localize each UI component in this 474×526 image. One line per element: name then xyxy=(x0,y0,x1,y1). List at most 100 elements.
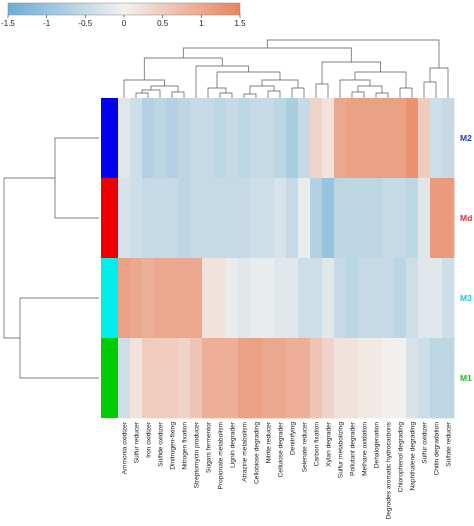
heatmap-cell xyxy=(322,98,335,179)
dendrogram-branch xyxy=(143,57,223,80)
heatmap-cell xyxy=(346,98,359,179)
heatmap-cell xyxy=(154,338,167,419)
dendrogram-branch xyxy=(243,93,257,98)
heatmap-cell xyxy=(370,338,383,419)
heatmap-cell xyxy=(214,258,227,339)
heatmap-cell xyxy=(190,98,203,179)
heatmap-cell xyxy=(334,98,347,179)
column-label: Sugars fermentor xyxy=(205,421,212,473)
heatmap-cell xyxy=(202,98,215,179)
column-label: Methane oxidation xyxy=(361,422,368,476)
colorbar-tick-label: -0.5 xyxy=(78,19,92,28)
heatmap-cell xyxy=(154,178,167,259)
dendrogram-branch xyxy=(339,79,371,98)
heatmap-cell xyxy=(262,338,275,419)
dendrogram-branch xyxy=(141,89,161,98)
dendrogram-branch xyxy=(182,47,352,62)
dendrogram-branch xyxy=(267,90,281,98)
heatmap-cell xyxy=(274,178,287,259)
column-label: Sulfur oxidizer xyxy=(421,421,428,464)
heatmap-cell xyxy=(358,98,371,179)
dendrogram-branch xyxy=(266,39,440,68)
heatmap-cell xyxy=(202,338,215,419)
dendrogram-branch xyxy=(123,79,165,98)
heatmap-cell xyxy=(178,338,191,419)
column-label: Nitrogen fixation xyxy=(181,422,188,470)
column-dendrogram xyxy=(123,39,449,98)
heatmap-cell xyxy=(310,338,323,419)
heatmap-cell xyxy=(214,178,227,259)
column-label: Nitrite reducer xyxy=(265,421,272,463)
heatmap-cell xyxy=(262,178,275,259)
heatmap-cell xyxy=(286,178,299,259)
heatmap-cell xyxy=(130,178,143,259)
heatmap-cell xyxy=(334,178,347,259)
column-label: Dinitrogen-fixing xyxy=(169,422,176,470)
heatmap-cell xyxy=(382,178,395,259)
heatmap-cell xyxy=(298,338,311,419)
colorbar-tick-label: 0 xyxy=(122,19,127,28)
heatmap-cell xyxy=(250,98,263,179)
dendrogram-branch xyxy=(54,137,99,219)
dendrogram-branch xyxy=(321,61,381,84)
row-label: M1 xyxy=(460,373,472,383)
dendrogram-branch xyxy=(429,67,449,98)
heatmap-cell xyxy=(430,338,443,419)
column-label: Chlorophenol degrading xyxy=(397,422,404,493)
heatmap-cell xyxy=(250,338,263,419)
heatmap-cell xyxy=(190,338,203,419)
heatmap-cell xyxy=(274,98,287,179)
heatmap-cell xyxy=(166,98,179,179)
heatmap-cell xyxy=(370,178,383,259)
heatmap-cell xyxy=(286,258,299,339)
heatmap-cell xyxy=(430,98,443,179)
heatmap-cell xyxy=(418,258,431,339)
column-label: Selenate reducer xyxy=(301,421,308,472)
heatmap-cell xyxy=(238,178,251,259)
heatmap-cell xyxy=(226,338,239,419)
heatmap-cell xyxy=(382,338,395,419)
column-label: Denitrifying xyxy=(289,422,296,455)
heatmap-cell xyxy=(442,338,455,419)
heatmap-cell xyxy=(214,98,227,179)
heatmap-cell xyxy=(322,258,335,339)
heatmap-cell xyxy=(370,258,383,339)
column-label: Pollutant degrader xyxy=(349,421,356,476)
heatmap-cell xyxy=(394,338,407,419)
colorbar-gradient xyxy=(7,2,241,16)
heatmap-cell xyxy=(322,338,335,419)
column-label: Dehalogenation xyxy=(373,422,380,469)
row-label: Md xyxy=(460,213,472,223)
heatmap-cell xyxy=(154,258,167,339)
row-label: M3 xyxy=(460,293,472,303)
heatmap-cell xyxy=(142,258,155,339)
column-label: Cellobiose degrading xyxy=(253,422,260,484)
column-label: Xylan degrader xyxy=(325,421,332,467)
heatmap-cell xyxy=(298,178,311,259)
heatmap-cell xyxy=(418,98,431,179)
heatmap-cell xyxy=(226,98,239,179)
heatmap-cell xyxy=(394,98,407,179)
heatmap-cell xyxy=(286,98,299,179)
heatmap-cell xyxy=(298,98,311,179)
column-label: Degrades aromatic hydrocarbons xyxy=(385,421,392,519)
heatmap-cell xyxy=(442,178,455,259)
heatmap-cell xyxy=(394,178,407,259)
column-label: Cellulose degrader xyxy=(277,421,284,477)
colorbar-tick-label: -1 xyxy=(43,19,51,28)
heatmap-cell xyxy=(346,338,359,419)
heatmap-cell xyxy=(166,258,179,339)
heatmap-cell xyxy=(166,338,179,419)
column-label: Naphthalene degrading xyxy=(409,422,416,491)
heatmap-cell xyxy=(310,178,323,259)
dendrogram-branch xyxy=(291,87,305,98)
column-label: Sulfur metabolizing xyxy=(337,422,344,478)
heatmap-cell xyxy=(322,178,335,259)
column-label: Sulfur reducer xyxy=(133,421,140,463)
column-label: Sulfide oxidizer xyxy=(157,421,164,467)
heatmap-cell xyxy=(382,258,395,339)
heatmap-cell xyxy=(406,258,419,339)
heatmap-cell xyxy=(178,178,191,259)
colorbar-tick-label: -1.5 xyxy=(1,19,15,28)
